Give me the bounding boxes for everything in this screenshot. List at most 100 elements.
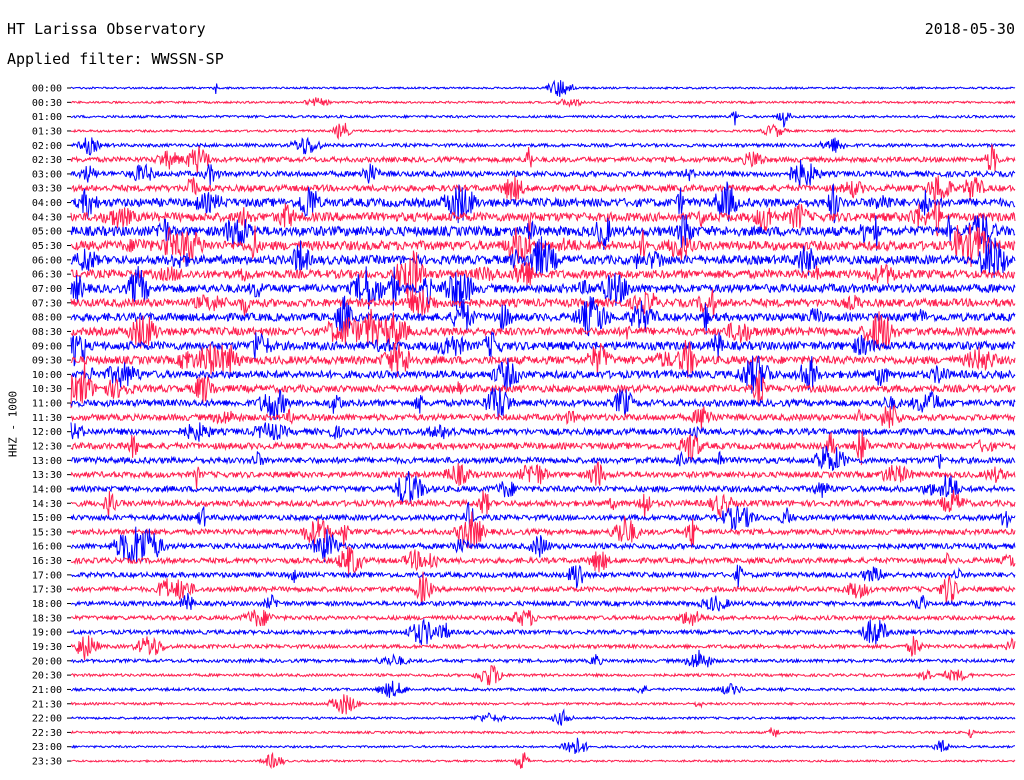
time-tick-label: 06:00 — [32, 255, 62, 266]
seismic-trace-1400 — [70, 471, 1016, 505]
seismic-trace-0130 — [70, 122, 1016, 141]
applied-filter-label: Applied filter: WWSSN-SP — [7, 50, 224, 68]
seismic-trace-0100 — [70, 111, 1016, 128]
seismic-trace-1800 — [70, 592, 1016, 612]
seismic-trace-1200 — [70, 422, 1016, 442]
seismic-trace-2130 — [70, 694, 1016, 715]
seismic-trace-1730 — [70, 571, 1016, 605]
time-tick-label: 06:30 — [32, 270, 62, 281]
time-tick-label: 04:00 — [32, 198, 62, 209]
seismic-trace-1100 — [70, 387, 1016, 421]
time-tick-label: 22:30 — [32, 728, 62, 739]
seismic-trace-1130 — [70, 403, 1016, 429]
time-tick-label: 18:00 — [32, 599, 62, 610]
time-tick-label: 02:00 — [32, 141, 62, 152]
seismic-trace-0200 — [70, 136, 1016, 156]
time-tick-label: 04:30 — [32, 212, 62, 223]
time-tick-label: 03:30 — [32, 184, 62, 195]
time-tick-label: 21:00 — [32, 685, 62, 696]
seismic-trace-2230 — [70, 727, 1016, 739]
time-tick-label: 23:00 — [32, 742, 62, 753]
seismic-trace-1600 — [70, 526, 1016, 564]
time-tick-label: 22:00 — [32, 714, 62, 725]
time-tick-label: 11:00 — [32, 399, 62, 410]
time-tick-label: 17:00 — [32, 570, 62, 581]
seismic-trace-0030 — [70, 97, 1016, 108]
seismic-trace-0530 — [70, 224, 1016, 267]
time-tick-label: 12:30 — [32, 442, 62, 453]
seismic-trace-0330 — [70, 175, 1016, 202]
seismic-trace-1700 — [70, 564, 1016, 589]
time-tick-label: 05:00 — [32, 227, 62, 238]
time-tick-label: 02:30 — [32, 155, 62, 166]
seismic-trace-1230 — [70, 430, 1016, 466]
time-tick-label: 12:00 — [32, 427, 62, 438]
seismic-trace-1830 — [70, 609, 1016, 627]
time-tick-label: 14:00 — [32, 484, 62, 495]
seismic-trace-0300 — [70, 159, 1016, 188]
seismic-trace-1330 — [70, 461, 1016, 490]
time-tick-label: 07:30 — [32, 298, 62, 309]
time-tick-label: 00:00 — [32, 84, 62, 95]
seismic-trace-1030 — [70, 362, 1016, 409]
time-tick-label: 14:30 — [32, 499, 62, 510]
observatory-title: HT Larissa Observatory — [7, 20, 206, 38]
time-tick-label: 16:30 — [32, 556, 62, 567]
seismic-trace-2100 — [70, 680, 1016, 698]
seismic-trace-2330 — [70, 751, 1016, 770]
seismic-trace-0630 — [70, 250, 1016, 310]
time-tick-label: 23:30 — [32, 757, 62, 768]
time-tick-label: 00:30 — [32, 98, 62, 109]
seismic-trace-1430 — [70, 489, 1016, 519]
seismic-trace-2200 — [70, 708, 1016, 726]
seismic-trace-2000 — [70, 649, 1015, 668]
seismic-trace-0600 — [70, 236, 1016, 278]
seismic-trace-0700 — [70, 266, 1016, 311]
time-tick-label: 19:30 — [32, 642, 62, 653]
seismic-trace-2300 — [70, 737, 1015, 755]
time-tick-label: 01:30 — [32, 126, 62, 137]
seismic-trace-0830 — [70, 308, 1016, 350]
time-tick-label: 18:30 — [32, 613, 62, 624]
time-tick-label: 09:30 — [32, 356, 62, 367]
time-tick-label: 03:00 — [32, 169, 62, 180]
seismic-trace-0500 — [70, 214, 1016, 251]
time-tick-label: 19:00 — [32, 628, 62, 639]
time-tick-label: 21:30 — [32, 699, 62, 710]
seismic-trace-0730 — [70, 288, 1016, 318]
time-tick-label: 10:00 — [32, 370, 62, 381]
time-tick-label: 07:00 — [32, 284, 62, 295]
time-tick-label: 05:30 — [32, 241, 62, 252]
seismic-trace-0230 — [70, 144, 1016, 174]
seismic-trace-1500 — [70, 501, 1016, 531]
time-tick-label: 01:00 — [32, 112, 62, 123]
seismic-trace-1530 — [70, 511, 1016, 549]
time-tick-label: 15:30 — [32, 527, 62, 538]
seismic-trace-1000 — [70, 355, 1016, 394]
seismic-trace-1900 — [70, 617, 1016, 645]
seismic-trace-2030 — [70, 664, 1015, 686]
time-tick-label: 17:30 — [32, 585, 62, 596]
seismic-trace-0400 — [70, 181, 1016, 224]
time-tick-label: 13:30 — [32, 470, 62, 481]
seismic-trace-0800 — [70, 295, 1016, 338]
time-tick-label: 09:00 — [32, 341, 62, 352]
time-tick-label: 16:00 — [32, 542, 62, 553]
time-tick-label: 20:30 — [32, 671, 62, 682]
time-tick-label: 08:30 — [32, 327, 62, 338]
chart-date: 2018-05-30 — [924, 20, 1015, 38]
seismic-trace-1300 — [70, 445, 1016, 472]
seismic-trace-1930 — [70, 635, 1016, 661]
seismic-trace-0430 — [70, 201, 1016, 238]
seismic-trace-0930 — [70, 339, 1016, 379]
seismic-trace-0000 — [70, 79, 1016, 97]
time-tick-label: 10:30 — [32, 384, 62, 395]
seismic-trace-0900 — [70, 331, 1016, 367]
time-tick-label: 15:00 — [32, 513, 62, 524]
seismic-trace-1630 — [70, 546, 1016, 577]
time-tick-label: 11:30 — [32, 413, 62, 424]
time-tick-label: 08:00 — [32, 313, 62, 324]
time-tick-label: 13:00 — [32, 456, 62, 467]
time-tick-label: 20:00 — [32, 656, 62, 667]
